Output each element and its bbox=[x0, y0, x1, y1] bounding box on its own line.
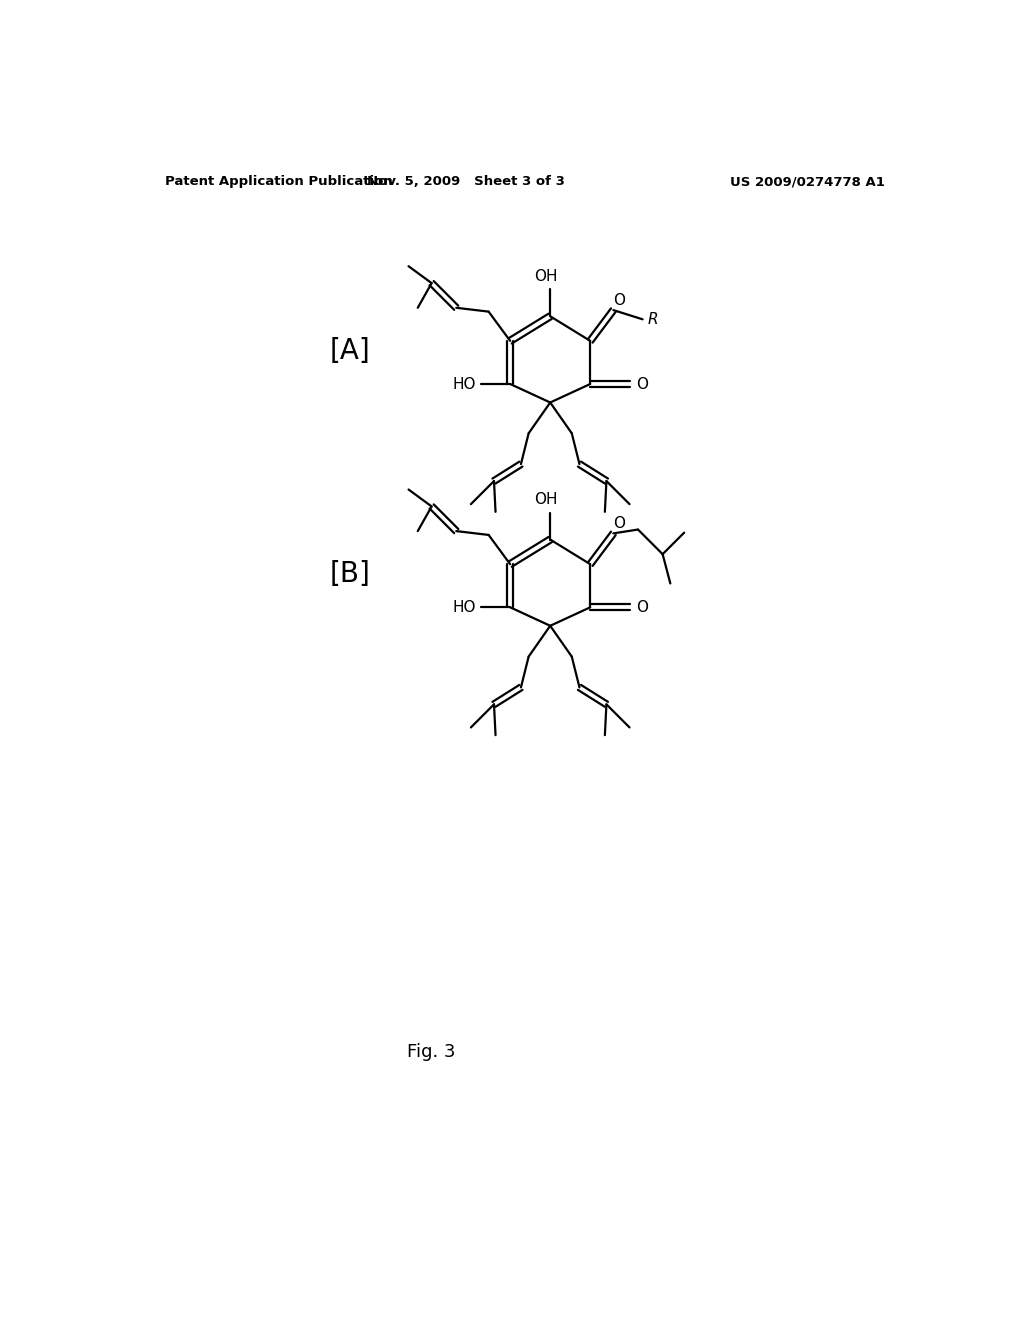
Text: O: O bbox=[636, 599, 648, 615]
Text: Nov. 5, 2009   Sheet 3 of 3: Nov. 5, 2009 Sheet 3 of 3 bbox=[367, 176, 564, 189]
Text: O: O bbox=[612, 516, 625, 531]
Text: Patent Application Publication: Patent Application Publication bbox=[165, 176, 393, 189]
Text: Fig. 3: Fig. 3 bbox=[407, 1043, 455, 1060]
Text: R: R bbox=[647, 312, 658, 327]
Text: O: O bbox=[636, 376, 648, 392]
Text: O: O bbox=[612, 293, 625, 308]
Text: OH: OH bbox=[535, 269, 558, 284]
Text: OH: OH bbox=[535, 492, 558, 507]
Text: [A]: [A] bbox=[330, 337, 371, 364]
Text: HO: HO bbox=[453, 376, 476, 392]
Text: [B]: [B] bbox=[330, 560, 371, 589]
Text: US 2009/0274778 A1: US 2009/0274778 A1 bbox=[730, 176, 885, 189]
Text: HO: HO bbox=[453, 599, 476, 615]
